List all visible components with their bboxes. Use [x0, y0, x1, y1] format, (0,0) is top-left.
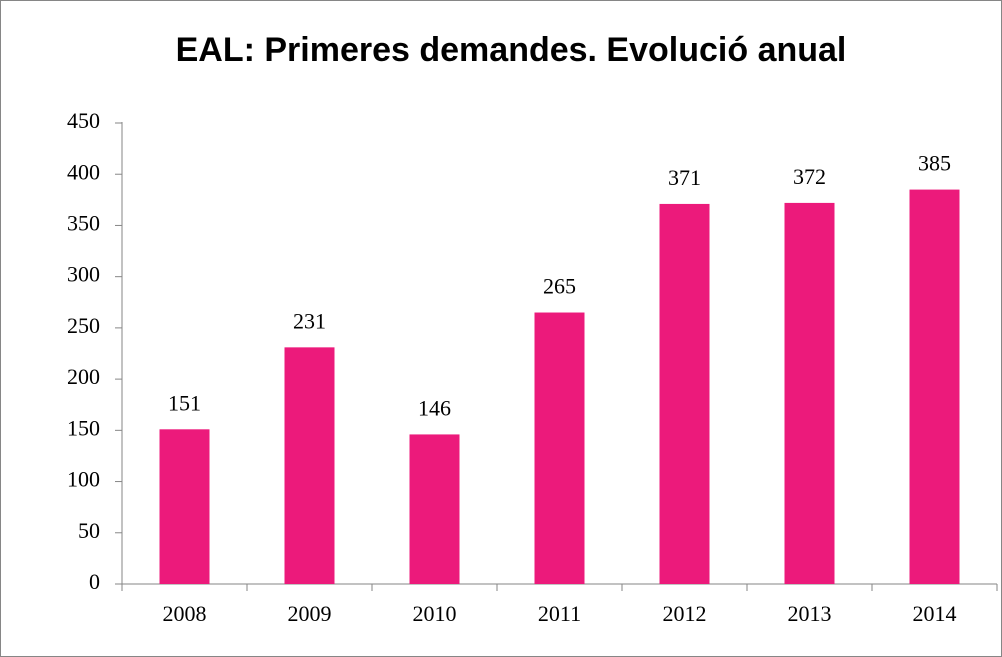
chart-title: EAL: Primeres demandes. Evolució anual — [176, 31, 847, 69]
x-tick-label: 2010 — [413, 601, 457, 626]
x-tick-label: 2012 — [663, 601, 707, 626]
bar — [159, 429, 210, 584]
y-tick-label: 50 — [78, 518, 100, 543]
x-tick-label: 2008 — [163, 601, 207, 626]
bar — [659, 203, 710, 585]
bar — [784, 202, 835, 584]
y-tick-label: 100 — [67, 467, 100, 492]
x-tick-label: 2013 — [788, 601, 832, 626]
bar — [534, 312, 585, 584]
data-label: 372 — [793, 164, 826, 189]
y-tick-label: 350 — [67, 210, 100, 235]
y-tick-label: 250 — [67, 313, 100, 338]
data-label: 151 — [168, 390, 201, 415]
data-label: 146 — [418, 395, 451, 420]
y-tick-label: 400 — [67, 159, 100, 184]
bar — [284, 347, 335, 584]
y-tick-label: 300 — [67, 262, 100, 287]
y-tick-label: 450 — [67, 108, 100, 133]
data-label: 385 — [918, 151, 951, 176]
y-tick-label: 200 — [67, 364, 100, 389]
data-label: 231 — [293, 308, 326, 333]
x-tick-label: 2011 — [538, 601, 581, 626]
data-label: 265 — [543, 274, 576, 299]
y-tick-label: 150 — [67, 415, 100, 440]
y-tick-label: 0 — [89, 569, 100, 594]
data-label: 371 — [668, 165, 701, 190]
x-tick-label: 2014 — [913, 601, 957, 626]
bar — [909, 189, 960, 585]
x-tick-label: 2009 — [288, 601, 332, 626]
bar — [409, 434, 460, 584]
